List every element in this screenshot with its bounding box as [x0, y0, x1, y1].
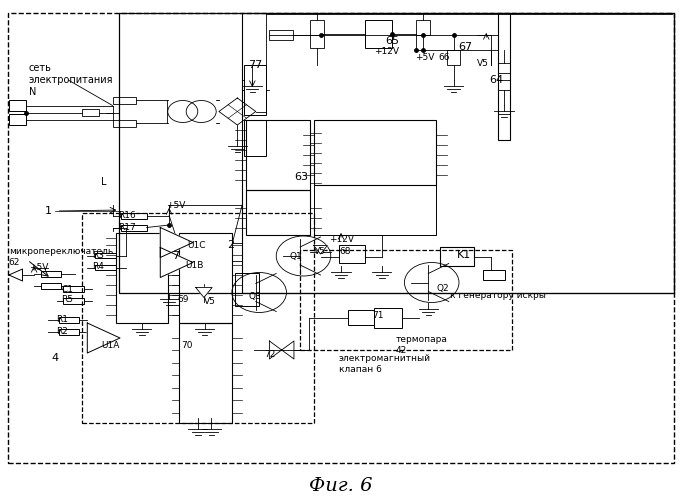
Text: R3: R3 [92, 250, 104, 260]
Text: 72: 72 [264, 350, 276, 359]
Text: K1: K1 [457, 250, 471, 260]
Text: V5: V5 [204, 298, 216, 306]
Text: +5V: +5V [166, 200, 185, 209]
Text: 4: 4 [51, 353, 58, 363]
Text: R5: R5 [61, 296, 74, 304]
Text: 65: 65 [385, 36, 400, 46]
Polygon shape [160, 228, 193, 258]
Text: +5V: +5V [29, 264, 48, 272]
Text: 63: 63 [294, 172, 308, 182]
Text: к генератору искры: к генератору искры [450, 292, 546, 300]
Text: 77: 77 [248, 60, 263, 70]
Text: 64: 64 [490, 75, 504, 85]
Polygon shape [196, 288, 212, 298]
Text: 68: 68 [339, 247, 351, 256]
Text: +12V: +12V [329, 236, 354, 244]
Text: +12V: +12V [374, 46, 400, 56]
Text: R2: R2 [57, 327, 68, 336]
Text: электромагнитный
клапан 6: электромагнитный клапан 6 [339, 354, 431, 374]
Text: 66: 66 [439, 54, 450, 62]
Text: 2: 2 [227, 240, 234, 250]
Text: Q3: Q3 [249, 292, 262, 300]
Text: 1: 1 [44, 206, 51, 216]
Text: 69: 69 [177, 294, 189, 304]
Polygon shape [87, 323, 120, 353]
Text: V5: V5 [477, 59, 489, 68]
Text: термопара
42: термопара 42 [396, 336, 447, 354]
Text: L: L [101, 177, 106, 187]
Text: 7: 7 [173, 251, 179, 261]
Text: V5: V5 [314, 248, 325, 256]
Text: +5V: +5V [415, 54, 434, 62]
Text: 71: 71 [372, 312, 384, 320]
Text: R1: R1 [57, 314, 69, 324]
Text: U1C: U1C [188, 240, 206, 250]
Text: 67: 67 [458, 42, 473, 52]
Text: R16: R16 [118, 210, 136, 220]
Text: Q1: Q1 [290, 252, 303, 260]
Text: Фиг. 6: Фиг. 6 [309, 477, 373, 495]
Text: сеть
электропитания
N: сеть электропитания N [29, 64, 113, 96]
Text: R4: R4 [92, 262, 104, 271]
Text: U1A: U1A [101, 340, 119, 349]
Text: Q2: Q2 [436, 284, 449, 293]
Polygon shape [314, 246, 327, 254]
Text: C1: C1 [61, 284, 74, 294]
Text: R17: R17 [118, 223, 136, 232]
Text: 70: 70 [181, 342, 192, 350]
Text: микропереключатель
62: микропереключатель 62 [9, 248, 113, 266]
Polygon shape [160, 248, 193, 278]
Text: U1B: U1B [185, 262, 203, 270]
